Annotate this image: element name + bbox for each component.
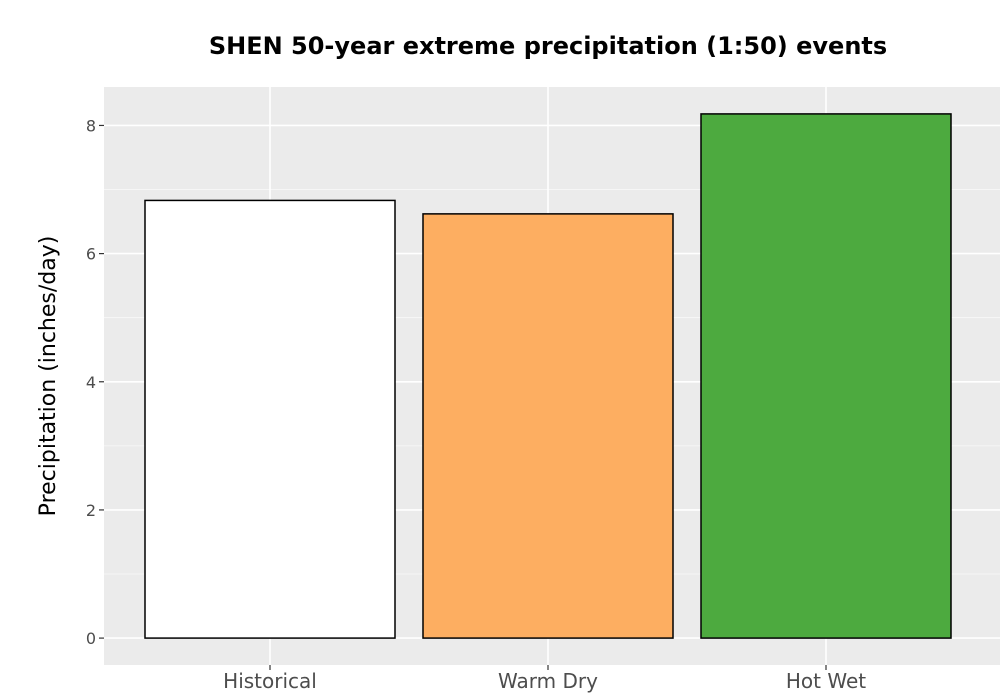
y-tick-label: 4 [86, 373, 96, 392]
y-tick-label: 2 [86, 501, 96, 520]
y-tick-label: 0 [86, 629, 96, 648]
bar-warm-dry [422, 213, 674, 639]
chart-title: SHEN 50-year extreme precipitation (1:50… [209, 32, 887, 60]
bar-hot-wet [700, 113, 952, 639]
bar-historical [144, 199, 396, 639]
y-tick-label: 8 [86, 116, 96, 135]
x-tick-label: Warm Dry [498, 669, 598, 693]
y-tick-label: 6 [86, 245, 96, 264]
x-tick-label: Hot Wet [786, 669, 866, 693]
x-axis: Historical Warm Dry Hot Wet [223, 665, 866, 693]
y-axis-title: Precipitation (inches/day) [36, 236, 61, 517]
y-axis: 0 2 4 6 8 [86, 116, 104, 648]
bars-group [144, 113, 952, 639]
x-tick-label: Historical [223, 669, 317, 693]
